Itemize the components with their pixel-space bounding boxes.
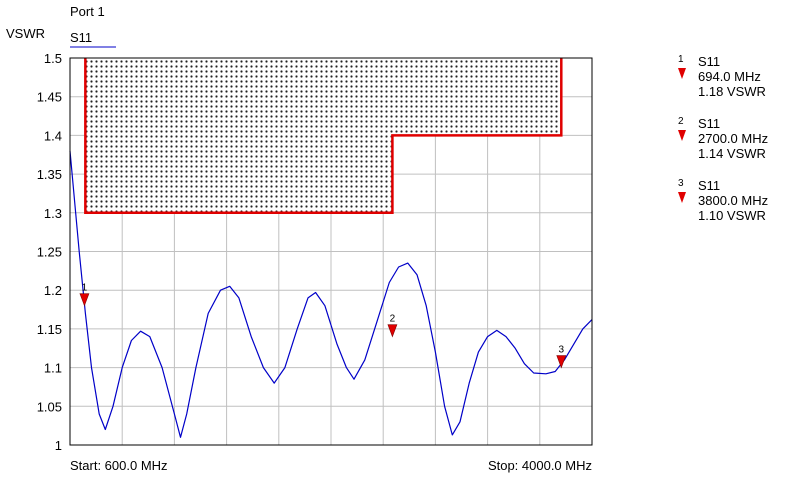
y-tick-label: 1: [55, 438, 62, 453]
marker-legend: 1 S11 694.0 MHz 1.18 VSWR 2 S11 2700.0 M…: [678, 54, 778, 240]
marker-2-trace: S11: [698, 116, 721, 131]
y-tick-label: 1.4: [44, 128, 62, 143]
y-tick-label: 1.5: [44, 51, 62, 66]
marker-3-triangle: [556, 355, 567, 369]
marker-2-value: 1.14 VSWR: [698, 146, 766, 161]
y-tick-label: 1.2: [44, 283, 62, 298]
marker-3-value: 1.10 VSWR: [698, 208, 766, 223]
y-tick-label: 1.3: [44, 206, 62, 221]
marker-1-triangle: [79, 293, 90, 307]
marker-2-index: 2: [678, 116, 684, 127]
marker-layer: 1 2 3: [79, 283, 567, 369]
marker-1-value: 1.18 VSWR: [698, 84, 766, 99]
y-axis-label: VSWR: [6, 26, 45, 41]
marker-3-trace: S11: [698, 178, 721, 193]
marker-legend-item-3[interactable]: 3 S11 3800.0 MHz 1.10 VSWR: [678, 178, 778, 240]
marker-triangle-icon: [678, 130, 686, 141]
marker-1-index: 1: [678, 54, 684, 65]
marker-2-label: 2: [390, 314, 396, 325]
marker-3-index: 3: [678, 178, 684, 189]
y-tick-label: 1.15: [37, 322, 62, 337]
y-tick-label: 1.1: [44, 361, 62, 376]
start-frequency-label: Start: 600.0 MHz: [70, 458, 168, 473]
marker-2-triangle: [387, 324, 398, 338]
marker-2-frequency: 2700.0 MHz: [698, 131, 769, 146]
marker-legend-item-1[interactable]: 1 S11 694.0 MHz 1.18 VSWR: [678, 54, 778, 116]
marker-1-label: 1: [82, 283, 88, 294]
y-tick-label: 1.45: [37, 90, 62, 105]
marker-3-frequency: 3800.0 MHz: [698, 193, 769, 208]
limit-mask: [84, 58, 563, 215]
plot-frame: [69, 57, 593, 446]
trace-layer: [69, 150, 593, 438]
trace-label: S11: [70, 30, 92, 45]
marker-triangle-icon: [678, 68, 686, 79]
marker-3-label: 3: [559, 345, 565, 356]
marker-1-frequency: 694.0 MHz: [698, 69, 761, 84]
marker-1-trace: S11: [698, 54, 721, 69]
limit-line: [84, 58, 563, 215]
y-tick-label: 1.35: [37, 167, 62, 182]
marker-legend-item-2[interactable]: 2 S11 2700.0 MHz 1.14 VSWR: [678, 116, 778, 178]
y-tick-label: 1.05: [37, 399, 62, 414]
port-label: Port 1: [70, 4, 105, 19]
y-tick-labels: 1 1.05 1.1 1.15 1.2 1.25 1.3 1.35 1.4 1.45 1.5: [37, 51, 62, 453]
y-tick-label: 1.25: [37, 245, 62, 260]
marker-triangle-icon: [678, 192, 686, 203]
stop-frequency-label: Stop: 4000.0 MHz: [488, 458, 592, 473]
limit-mask-fill: [85, 58, 562, 213]
trace-s11-line: [69, 150, 593, 438]
